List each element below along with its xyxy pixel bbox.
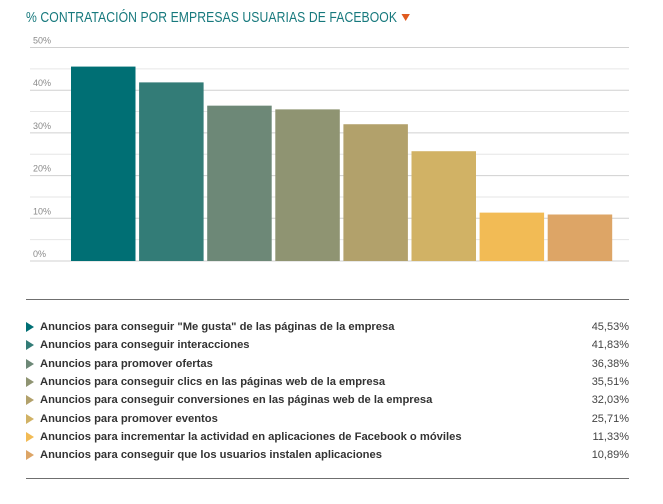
legend-label: Anuncios para conseguir clics en las pág… (40, 376, 386, 389)
bar[interactable] (275, 109, 340, 261)
legend-value: 36,38% (591, 357, 629, 370)
legend-label: Anuncios para promover ofertas (40, 357, 213, 370)
legend-item: Anuncios para conseguir que los usuarios… (26, 446, 629, 464)
legend-label: Anuncios para conseguir interacciones (40, 339, 250, 352)
legend-value: 11,33% (592, 430, 630, 443)
legend-label: Anuncios para conseguir "Me gusta" de la… (40, 321, 395, 334)
legend-item: Anuncios para conseguir interacciones 41,… (26, 336, 629, 354)
bar-chart: 0% 10% 20% 30% 40% 50% (30, 36, 629, 262)
legend-triangle-icon (26, 358, 34, 369)
legend-value: 10,89% (591, 449, 629, 462)
legend-label: Anuncios para conseguir que los usuarios… (40, 449, 382, 462)
legend-label: Anuncios para promover eventos (40, 412, 218, 425)
y-tick-label: 20% (33, 164, 51, 174)
legend-label: Anuncios para incrementar la actividad e… (40, 430, 462, 443)
legend-value: 32,03% (591, 394, 629, 407)
bar[interactable] (547, 214, 613, 261)
y-tick-label: 50% (33, 36, 51, 46)
legend: Anuncios para conseguir "Me gusta" de la… (26, 318, 629, 464)
legend-item: Anuncios para incrementar la actividad e… (26, 428, 629, 446)
legend-label: Anuncios para conseguir conversiones en … (40, 394, 433, 407)
legend-value: 25,71% (591, 412, 629, 425)
bar[interactable] (343, 124, 408, 261)
legend-triangle-icon (26, 431, 34, 442)
legend-bottom-rule (26, 478, 629, 479)
y-tick-label: 30% (33, 121, 51, 131)
legend-value: 35,51% (591, 376, 629, 389)
chart-title-text: % CONTRATACIÓN POR EMPRESAS USUARIAS DE … (26, 10, 398, 26)
legend-item: Anuncios para conseguir "Me gusta" de la… (26, 318, 629, 336)
caret-down-icon[interactable] (401, 13, 410, 21)
bar[interactable] (479, 212, 545, 261)
legend-triangle-icon (26, 340, 34, 351)
legend-triangle-icon (26, 322, 34, 333)
legend-value: 45,53% (591, 321, 629, 334)
bar[interactable] (411, 151, 477, 261)
y-tick-label: 10% (33, 206, 51, 216)
legend-triangle-icon (26, 395, 34, 406)
y-tick-label: 40% (33, 78, 51, 88)
legend-triangle-icon (26, 413, 34, 424)
bar[interactable] (71, 66, 136, 261)
legend-item: Anuncios para promover eventos 25,71% (26, 409, 629, 427)
legend-item: Anuncios para promover ofertas 36,38% (26, 355, 629, 373)
bar[interactable] (139, 82, 204, 262)
legend-triangle-icon (26, 450, 34, 461)
legend-item: Anuncios para conseguir conversiones en … (26, 391, 629, 409)
chart-title: % CONTRATACIÓN POR EMPRESAS USUARIAS DE … (26, 10, 410, 26)
legend-item: Anuncios para conseguir clics en las pág… (26, 373, 629, 391)
legend-value: 41,83% (591, 339, 629, 352)
legend-top-rule (26, 299, 629, 300)
legend-triangle-icon (26, 377, 34, 388)
y-tick-label: 0% (33, 249, 46, 259)
bar[interactable] (207, 105, 272, 261)
